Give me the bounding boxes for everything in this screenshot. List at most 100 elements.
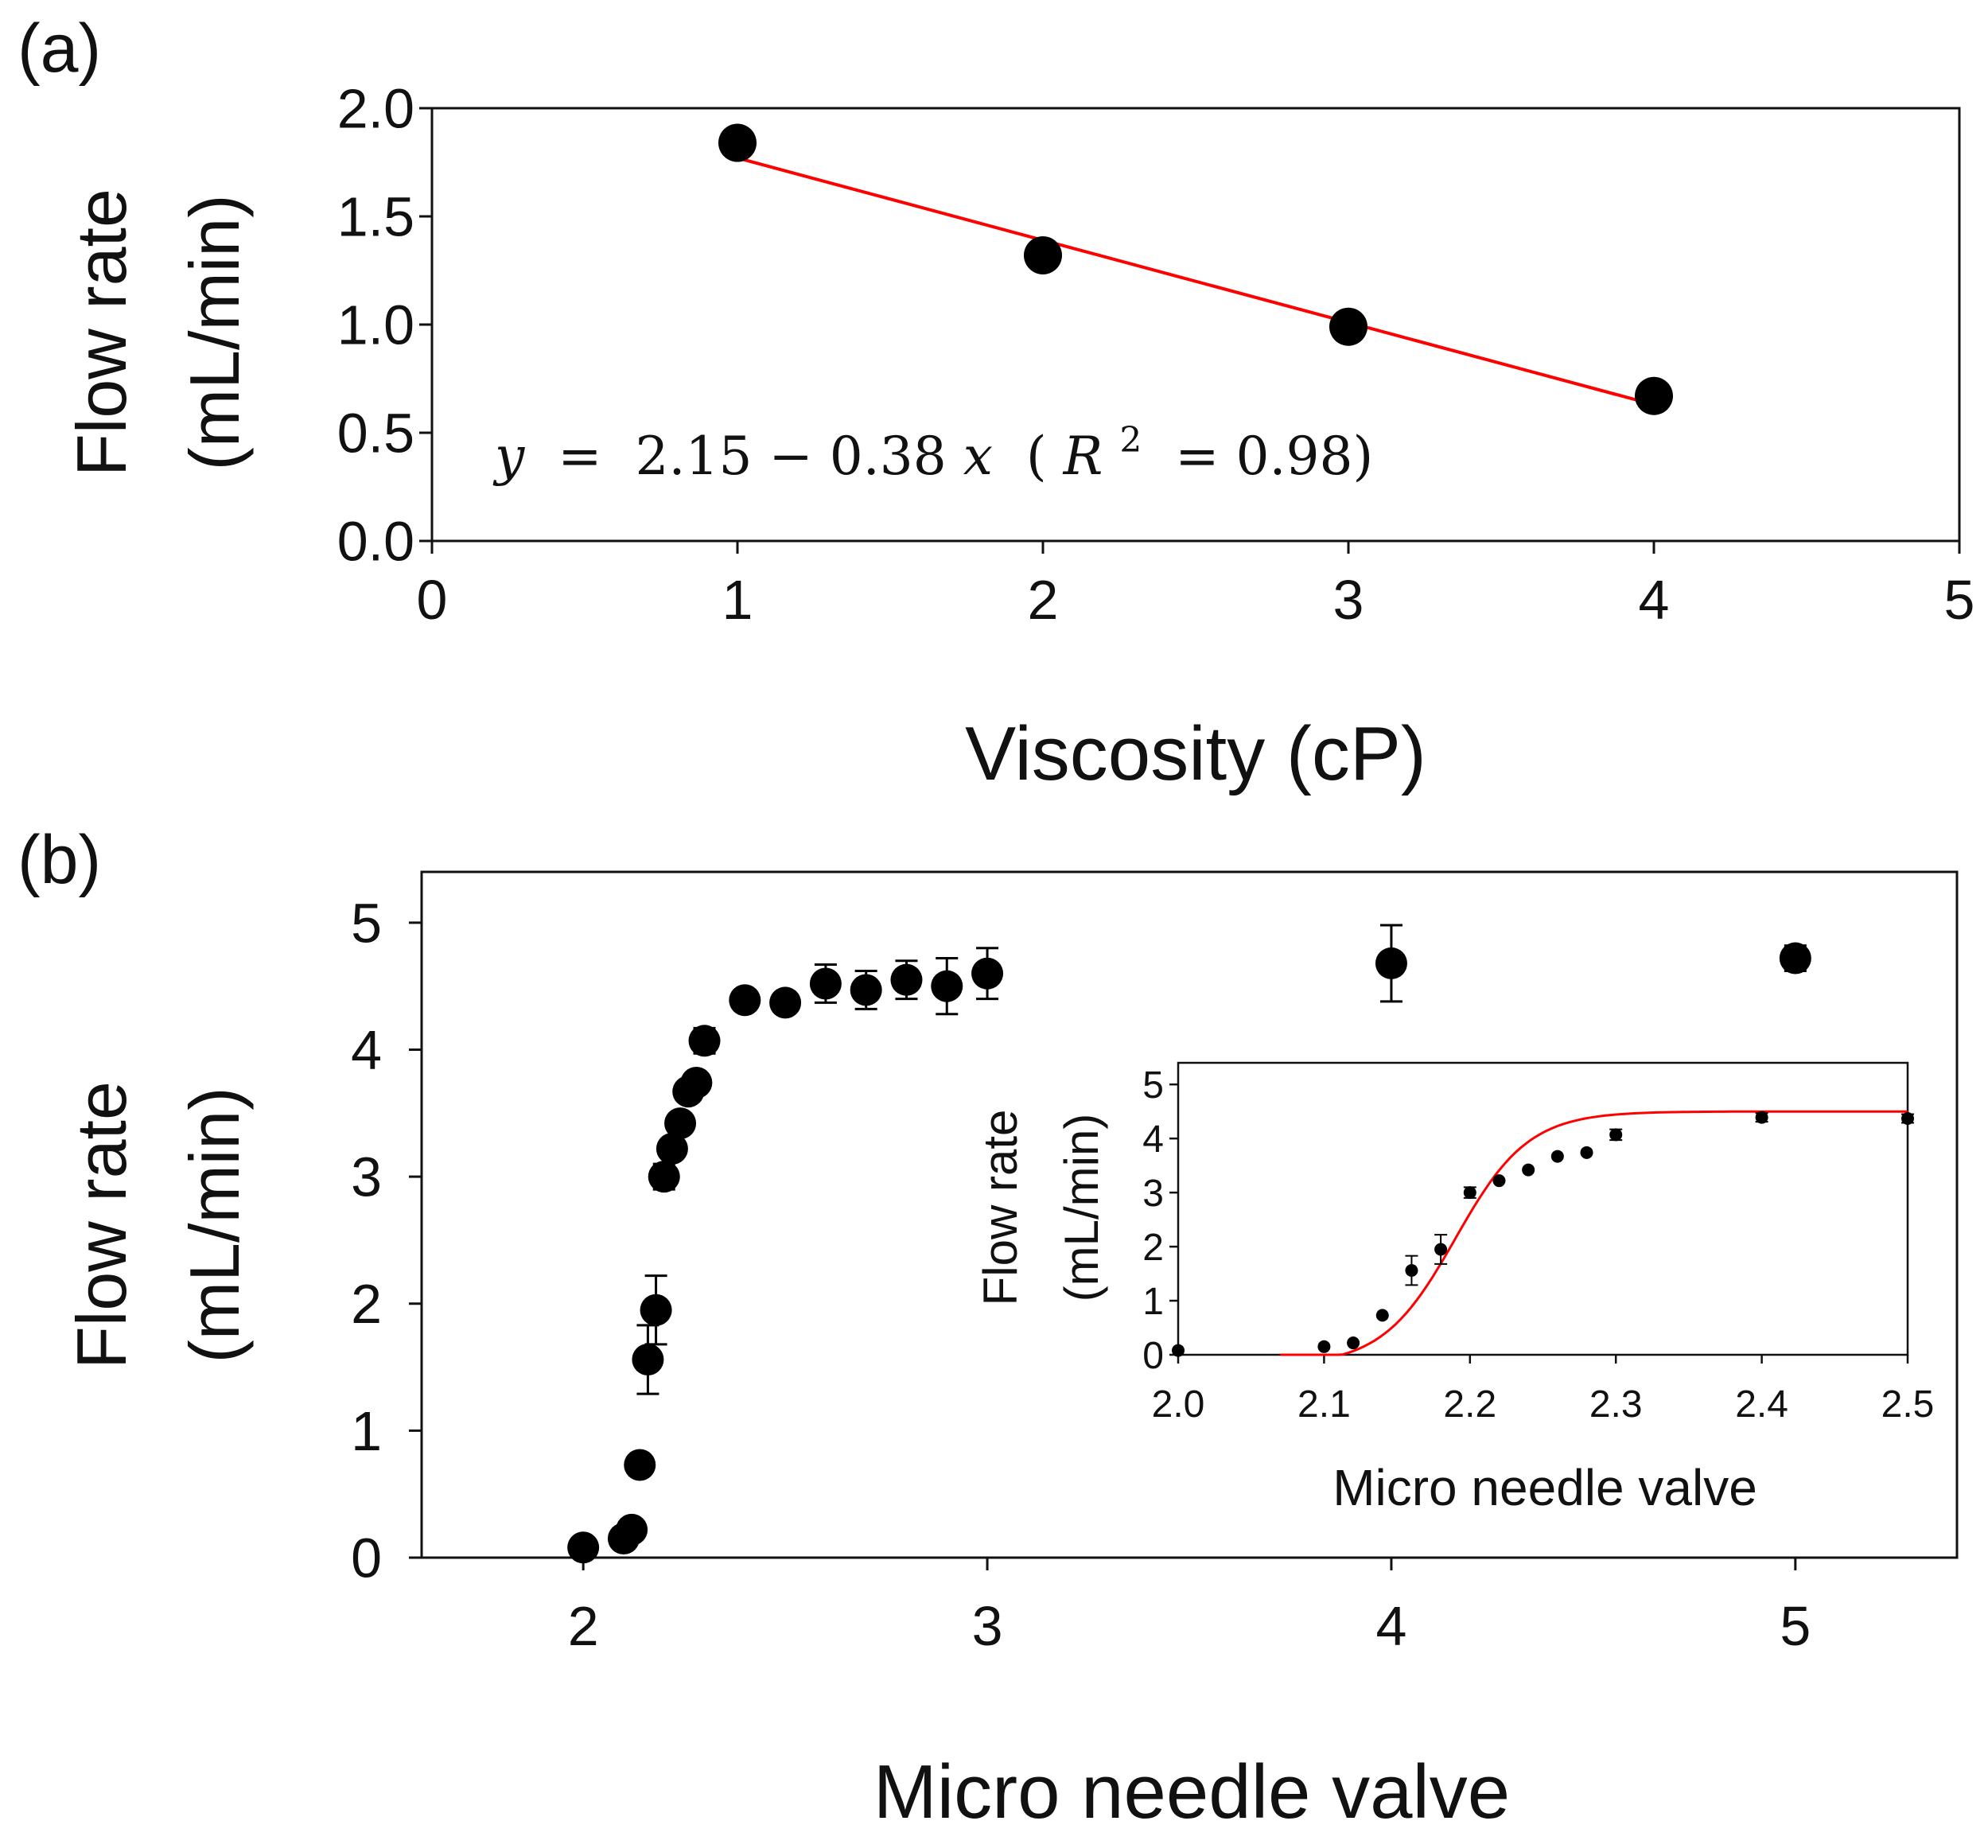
panel-b-data-point <box>664 1107 697 1140</box>
equation-r-sup: 2 <box>1119 420 1142 461</box>
inset-x-axis-label: Micro needle valve <box>1332 1459 1757 1516</box>
panel-b-data-point <box>656 1132 688 1165</box>
panel-b-data-point <box>890 963 923 996</box>
panel-b-data-point <box>567 1531 600 1564</box>
panel-b-data-point <box>1375 947 1407 979</box>
panel-b-y-axis-label-line1: Flow rate <box>62 1081 141 1369</box>
equation-y-var: y <box>492 426 525 487</box>
inset-y-tick-label: 4 <box>1142 1119 1164 1161</box>
inset-y-axis-label-line1: Flow rate <box>974 1110 1027 1306</box>
panel-b: (b) 2 3 4 5 0 1 2 3 4 5 Micro needle valve Flow … <box>18 822 1959 1834</box>
panel-a-y-tick-label: 1.5 <box>337 186 414 248</box>
panel-b-data-point <box>688 1025 721 1057</box>
panel-a: (a) 0 1 2 3 4 5 0.0 0.5 1.0 1.5 2.0 Viscosity (cP… <box>18 10 1974 796</box>
panel-a-data-point <box>1329 307 1367 346</box>
panel-b-data-point <box>971 957 1004 990</box>
panel-a-x-tick-label: 2 <box>1028 569 1059 631</box>
panel-b-data-point <box>769 986 802 1019</box>
panel-b-x-tick-label: 3 <box>972 1595 1003 1657</box>
panel-b-x-tick-label: 2 <box>568 1595 599 1657</box>
inset-data-point <box>1172 1344 1185 1357</box>
panel-b-inset: 2.0 2.1 2.2 2.3 2.4 2.5 0 1 2 3 4 5 Micro needle v… <box>974 1061 1935 1516</box>
panel-a-fit-line <box>737 156 1655 407</box>
inset-data-point <box>1901 1112 1914 1126</box>
equation-r-value: = 0.98) <box>1158 426 1373 487</box>
equation-eq-sign: = <box>541 426 618 487</box>
panel-b-y-tick-label: 3 <box>351 1146 382 1208</box>
panel-b-data-point <box>931 970 963 1002</box>
inset-x-tick-label: 2.0 <box>1152 1383 1205 1426</box>
panel-b-data-point <box>809 967 842 1000</box>
inset-x-tick-label: 2.1 <box>1297 1383 1351 1426</box>
panel-a-label: (a) <box>18 10 101 87</box>
inset-y-tick-label: 5 <box>1142 1064 1164 1107</box>
inset-points <box>1172 1111 1914 1357</box>
inset-data-point <box>1522 1163 1535 1177</box>
equation-rhs: 2.15 − 0.38 <box>636 426 947 487</box>
panel-b-x-axis-label: Micro needle valve <box>873 1749 1510 1834</box>
inset-data-point <box>1492 1174 1506 1188</box>
panel-b-data-point <box>729 984 761 1017</box>
panel-a-fit-layer <box>737 156 1655 407</box>
panel-a-points <box>718 123 1673 415</box>
inset-data-point <box>1434 1243 1448 1256</box>
panel-b-y-tick-label: 0 <box>351 1527 382 1589</box>
panel-b-x-tick-label: 5 <box>1780 1595 1811 1657</box>
panel-a-data-point <box>1024 235 1062 274</box>
panel-a-x-tick-label: 0 <box>417 569 448 631</box>
panel-a-y-tick-label: 2.0 <box>337 78 414 140</box>
panel-a-y-tick-label: 0.0 <box>337 511 414 573</box>
panel-b-data-point <box>616 1513 648 1546</box>
inset-data-point <box>1755 1111 1768 1124</box>
panel-b-y-tick-label: 4 <box>351 1019 382 1081</box>
panel-a-x-tick-label: 1 <box>722 569 753 631</box>
panel-a-y-tick-label: 0.5 <box>337 403 414 465</box>
panel-b-data-point <box>680 1066 713 1099</box>
panel-b-label: (b) <box>18 822 101 898</box>
panel-b-data-point <box>648 1161 680 1193</box>
inset-data-point <box>1375 1309 1389 1322</box>
panel-a-x-axis-label: Viscosity (cP) <box>965 711 1426 796</box>
panel-a-y-axis-label-line2: (mL/min) <box>175 194 254 470</box>
panel-b-points <box>567 924 1811 1564</box>
panel-a-y-axis-label: Flow rate (mL/min) <box>62 189 254 477</box>
panel-b-data-point <box>850 974 882 1006</box>
panel-b-x-tick-label: 4 <box>1375 1595 1406 1657</box>
panel-b-data-point <box>640 1294 672 1326</box>
equation-open-paren: ( <box>1010 426 1047 487</box>
panel-a-data-point <box>1635 376 1673 415</box>
panel-b-plot-frame <box>420 870 1959 1559</box>
panel-b-y-axis-ticks: 0 1 2 3 4 5 <box>351 892 422 1589</box>
panel-b-data-point <box>1779 942 1811 975</box>
panel-b-y-axis-label-line2: (mL/min) <box>175 1087 254 1363</box>
inset-x-tick-label: 2.4 <box>1735 1383 1788 1426</box>
inset-data-point <box>1550 1150 1564 1163</box>
panel-a-x-tick-label: 5 <box>1944 569 1975 631</box>
panel-a-fit-equation: y = 2.15 − 0.38 x ( R 2 = 0.98) <box>492 403 1373 487</box>
panel-b-data-point <box>624 1449 656 1481</box>
panel-a-x-axis-ticks: 0 1 2 3 4 5 <box>417 541 1975 631</box>
panel-b-x-axis-ticks: 2 3 4 5 <box>568 1558 1811 1657</box>
inset-fit-curve <box>1280 1110 1908 1356</box>
inset-x-axis-ticks: 2.0 2.1 2.2 2.3 2.4 2.5 <box>1152 1355 1935 1426</box>
equation-r-var: R <box>1063 426 1103 487</box>
inset-data-point <box>1463 1186 1476 1200</box>
panel-a-y-axis-ticks: 0.0 0.5 1.0 1.5 2.0 <box>337 78 432 573</box>
inset-data-point <box>1580 1146 1593 1159</box>
inset-data-point <box>1347 1336 1360 1350</box>
inset-y-tick-label: 1 <box>1142 1281 1164 1323</box>
inset-y-axis-label-line2: (mL/min) <box>1055 1114 1108 1302</box>
equation-x-var: x <box>963 426 993 487</box>
panel-a-x-tick-label: 3 <box>1333 569 1364 631</box>
inset-y-tick-label: 0 <box>1142 1335 1164 1377</box>
inset-data-point <box>1609 1128 1623 1142</box>
panel-a-x-tick-label: 4 <box>1639 569 1670 631</box>
panel-a-data-point <box>718 123 757 162</box>
inset-plot-frame <box>1177 1061 1909 1356</box>
panel-b-y-tick-label: 2 <box>351 1273 382 1335</box>
inset-x-tick-label: 2.5 <box>1881 1383 1935 1426</box>
inset-y-tick-label: 2 <box>1142 1227 1164 1269</box>
panel-a-y-axis-label-line1: Flow rate <box>62 189 141 477</box>
panel-b-data-point <box>632 1343 664 1375</box>
